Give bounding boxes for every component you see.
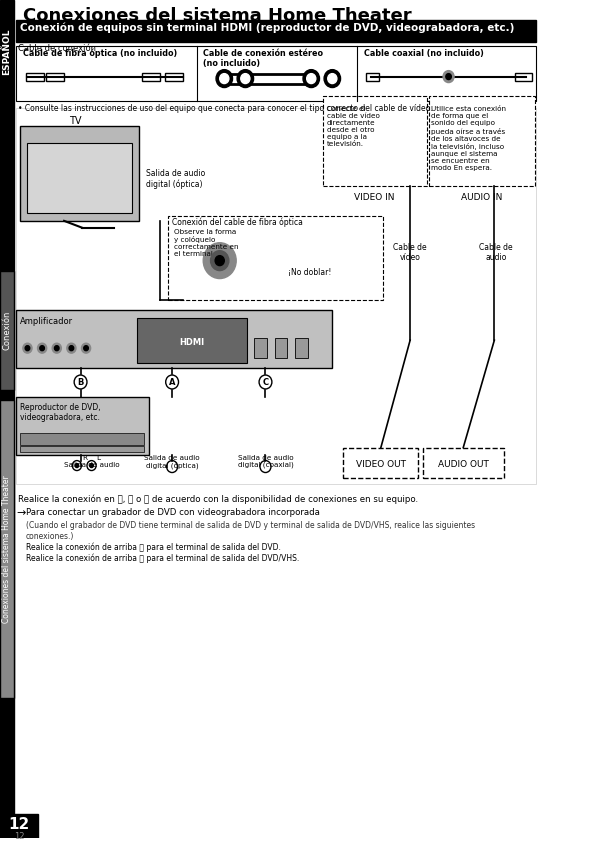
Bar: [0, 270, 14, 390]
Circle shape: [215, 256, 224, 265]
Text: B: B: [77, 377, 84, 386]
Text: Conexión del cable de fibra óptica: Conexión del cable de fibra óptica: [172, 218, 303, 227]
Circle shape: [328, 73, 337, 83]
Text: Cable de conexión estéreo
(no incluido): Cable de conexión estéreo (no incluido): [203, 49, 323, 68]
Circle shape: [216, 70, 233, 88]
Bar: [423, 448, 503, 477]
Text: SQT38-477: SQT38-477: [7, 738, 12, 768]
Circle shape: [75, 464, 79, 467]
Text: (Cuando el grabador de DVD tiene terminal de salida de DVD y terminal de salida : (Cuando el grabador de DVD tiene termina…: [26, 521, 475, 541]
Bar: [137, 318, 247, 363]
Bar: [515, 72, 532, 81]
Bar: [0, 813, 39, 838]
Text: R    L
Salida de audio: R L Salida de audio: [64, 455, 120, 467]
Circle shape: [211, 251, 229, 270]
Text: Realice la conexión de arriba Ⓑ para el terminal de salida del DVD/VHS.: Realice la conexión de arriba Ⓑ para el …: [26, 553, 299, 562]
Text: Reproductor de DVD,
videograbadora, etc.: Reproductor de DVD, videograbadora, etc.: [20, 402, 101, 423]
Text: Conecte el
cable de vídeo
directamente
desde el otro
equipo a la
televisión.: Conecte el cable de vídeo directamente d…: [327, 106, 380, 147]
Text: • Consulte las instrucciones de uso del equipo que conecta para conocer el tipo : • Consulte las instrucciones de uso del …: [18, 104, 433, 114]
Bar: [366, 72, 379, 81]
Bar: [0, 0, 14, 838]
Text: →: →: [17, 509, 26, 519]
Bar: [17, 109, 537, 484]
Text: HDMI: HDMI: [180, 338, 205, 347]
Circle shape: [220, 73, 229, 83]
Bar: [20, 126, 139, 221]
Text: Amplificador: Amplificador: [20, 317, 73, 327]
Text: Cable coaxial (no incluido): Cable coaxial (no incluido): [364, 49, 484, 58]
Circle shape: [203, 242, 236, 279]
Text: ¡No doblar!: ¡No doblar!: [289, 268, 332, 277]
Text: Realice la conexión de arriba Ⓐ para el terminal de salida del DVD.: Realice la conexión de arriba Ⓐ para el …: [26, 542, 280, 552]
Text: Conexión de equipos sin terminal HDMI (reproductor de DVD, videograbadora, etc.): Conexión de equipos sin terminal HDMI (r…: [20, 23, 515, 34]
Text: VIDEO OUT: VIDEO OUT: [356, 460, 406, 469]
Text: Utilice esta conexión
de forma que el
sonido del equipo
pueda oírse a través
de : Utilice esta conexión de forma que el so…: [431, 106, 506, 171]
Text: C: C: [262, 377, 268, 386]
Bar: [46, 72, 64, 81]
Bar: [275, 338, 287, 358]
Circle shape: [82, 344, 90, 353]
Text: AUDIO OUT: AUDIO OUT: [438, 460, 488, 469]
Bar: [20, 445, 144, 451]
Bar: [168, 216, 383, 301]
Text: VIDEO IN: VIDEO IN: [354, 193, 394, 202]
Circle shape: [306, 73, 316, 83]
Text: Salida de audio
digital (óptica): Salida de audio digital (óptica): [146, 169, 206, 189]
Bar: [295, 338, 308, 358]
Circle shape: [90, 464, 93, 467]
Text: 12: 12: [8, 817, 30, 832]
Text: Salida de audio
digital (óptica): Salida de audio digital (óptica): [145, 455, 200, 469]
Circle shape: [37, 344, 46, 353]
Bar: [323, 97, 427, 186]
Text: Observe la forma
y colóquelo
correctamente en
el terminal.: Observe la forma y colóquelo correctamen…: [174, 229, 239, 257]
Bar: [26, 72, 44, 81]
Text: Cable de
vídeo: Cable de vídeo: [393, 242, 427, 262]
Text: Para conectar un grabador de DVD con videograbadora incorporada: Para conectar un grabador de DVD con vid…: [26, 509, 320, 517]
Circle shape: [303, 70, 320, 88]
Bar: [142, 72, 160, 81]
Text: Conexiones del sistema Home Theater: Conexiones del sistema Home Theater: [2, 475, 11, 623]
Bar: [20, 433, 144, 445]
Circle shape: [84, 346, 88, 350]
Bar: [17, 45, 537, 102]
Bar: [0, 400, 14, 698]
Circle shape: [52, 344, 61, 353]
Text: Conexiones del sistema Home Theater: Conexiones del sistema Home Theater: [23, 7, 412, 25]
Text: AUDIO IN: AUDIO IN: [461, 193, 502, 202]
Text: A: A: [169, 377, 176, 386]
Circle shape: [55, 346, 59, 350]
Bar: [430, 97, 535, 186]
Text: Cable de
audio: Cable de audio: [480, 242, 513, 262]
Circle shape: [25, 346, 30, 350]
Circle shape: [67, 344, 76, 353]
Circle shape: [443, 71, 454, 83]
Bar: [255, 338, 267, 358]
Circle shape: [324, 70, 340, 88]
Text: Realice la conexión en Ⓐ, Ⓑ o Ⓒ de acuerdo con la disponibilidad de conexiones e: Realice la conexión en Ⓐ, Ⓑ o Ⓒ de acuer…: [18, 494, 418, 504]
Text: TV: TV: [69, 116, 82, 126]
Text: 12: 12: [14, 832, 24, 840]
Circle shape: [69, 346, 74, 350]
Circle shape: [23, 344, 32, 353]
Bar: [165, 72, 183, 81]
Circle shape: [237, 70, 253, 88]
Circle shape: [40, 346, 45, 350]
Bar: [17, 20, 537, 42]
Bar: [27, 143, 132, 213]
Text: Conexión: Conexión: [2, 311, 11, 350]
Bar: [17, 397, 149, 455]
Text: Salida de audio
digital (coaxial): Salida de audio digital (coaxial): [237, 455, 293, 468]
Text: Cable de fibra óptica (no incluido): Cable de fibra óptica (no incluido): [23, 49, 177, 58]
Bar: [343, 448, 418, 477]
Text: ESPAÑOL: ESPAÑOL: [2, 29, 11, 75]
Text: Cable de conexión: Cable de conexión: [18, 44, 96, 53]
Circle shape: [241, 73, 250, 83]
Bar: [17, 311, 333, 368]
Circle shape: [446, 73, 452, 80]
